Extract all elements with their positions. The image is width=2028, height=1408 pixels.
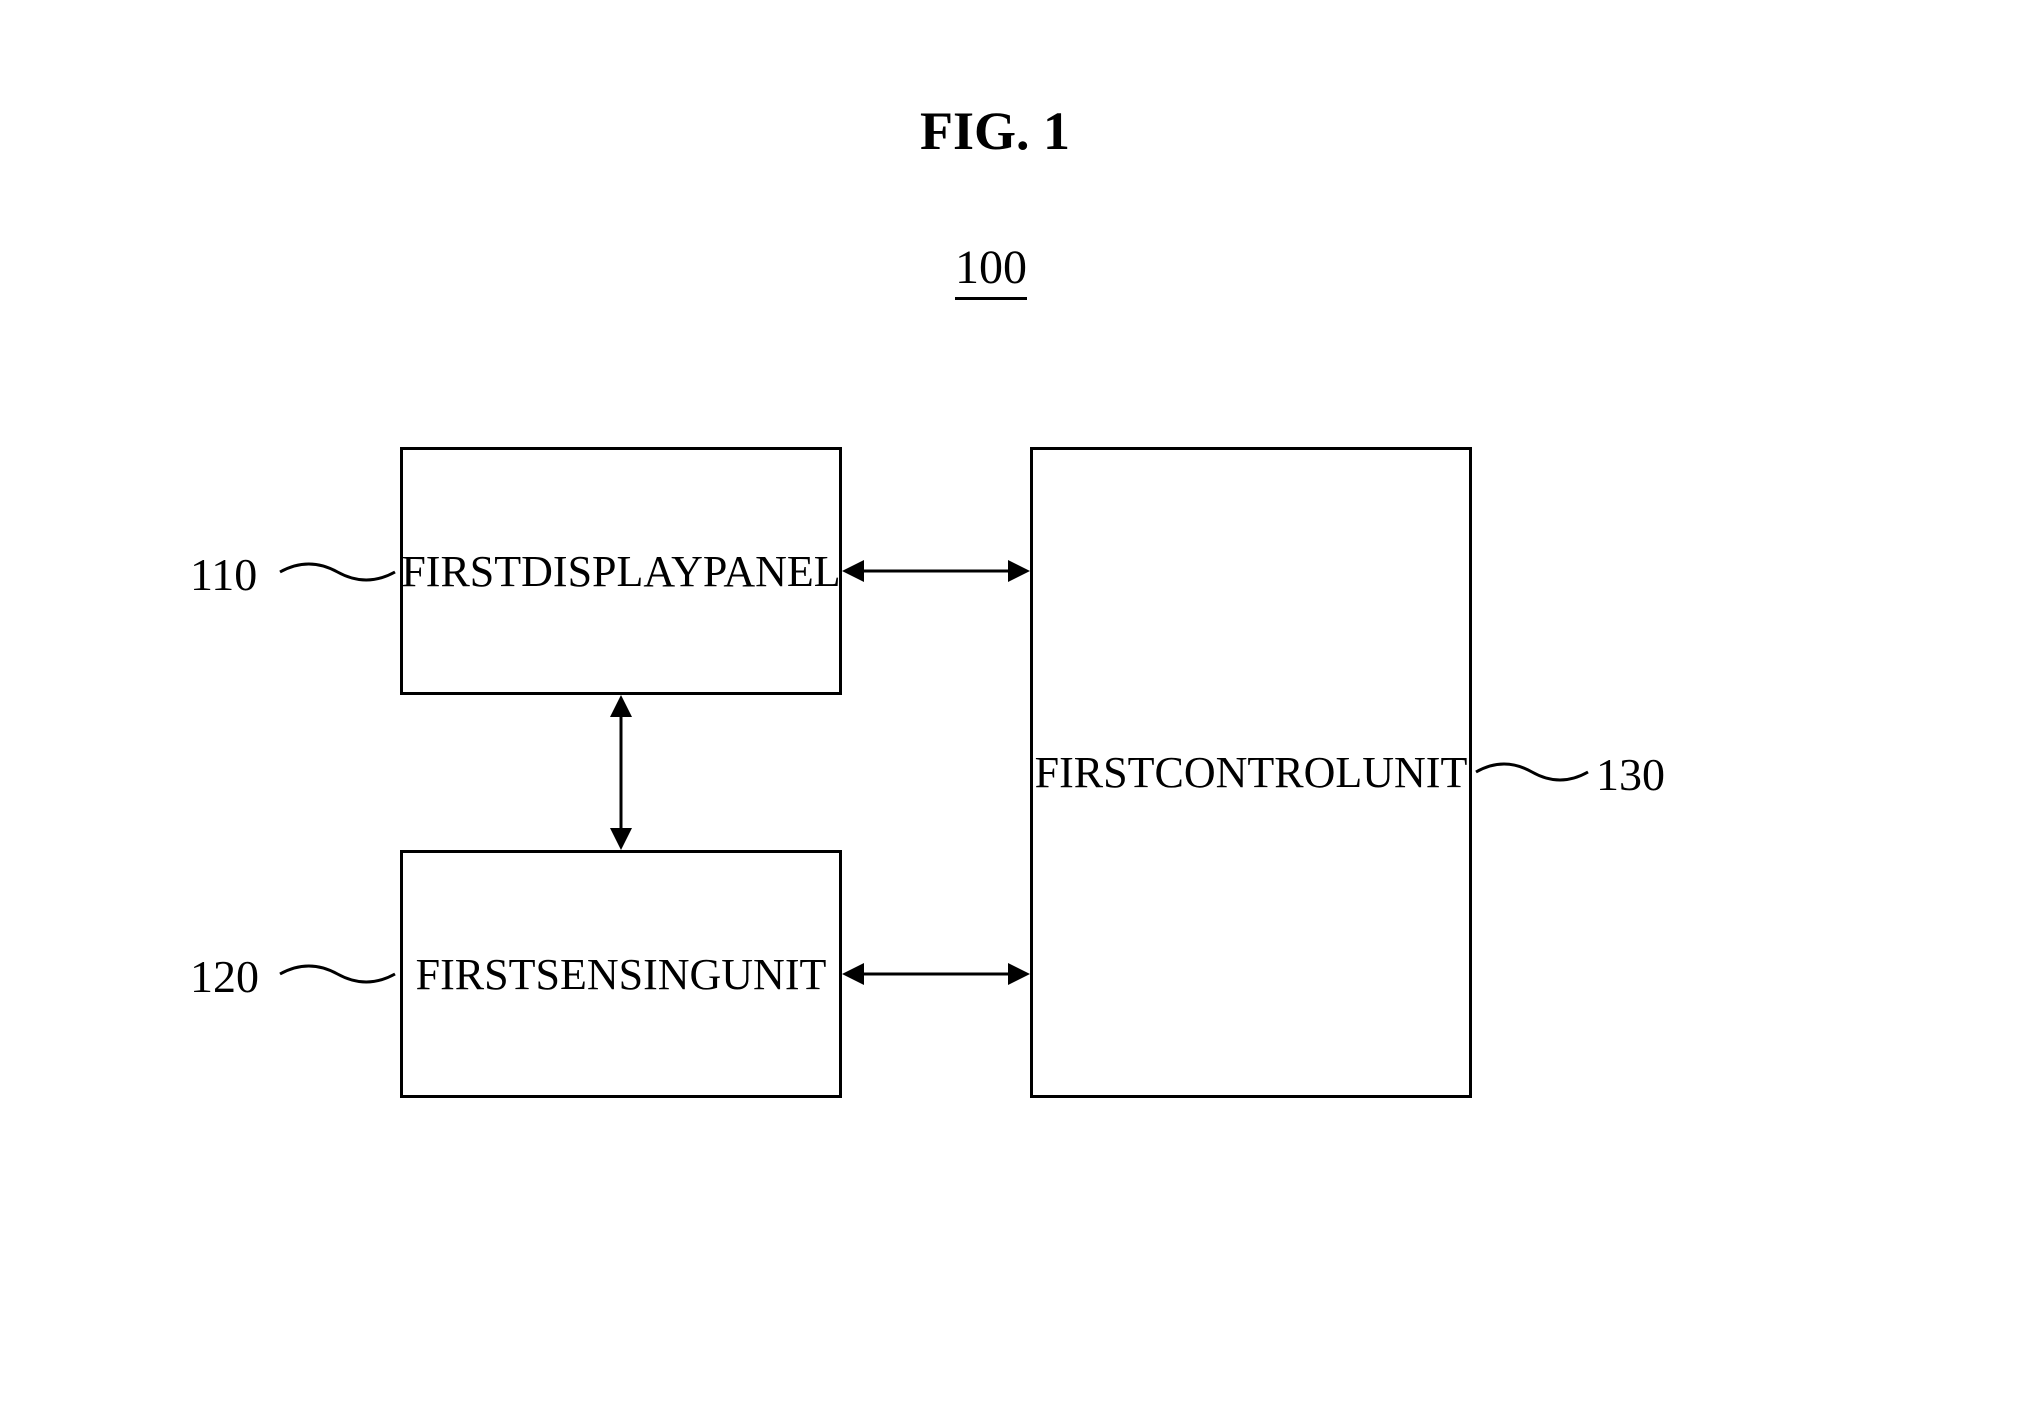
block-text-line: FIRST: [401, 544, 521, 599]
ref-110: 110: [190, 548, 257, 601]
block-text-line: UNIT: [721, 947, 826, 1002]
ref-130: 130: [1596, 748, 1665, 801]
block-first-sensing-unit: FIRSTSENSINGUNIT: [400, 850, 842, 1098]
ref-120: 120: [190, 950, 259, 1003]
block-text-line: SENSING: [535, 947, 721, 1002]
block-text-line: FIRST: [1035, 745, 1155, 800]
figure-main-ref-text: 100: [955, 240, 1027, 300]
block-text-line: CONTROL: [1154, 745, 1362, 800]
diagram-canvas: FIG. 1 100 FIRSTDISPLAYPANEL FIRSTSENSIN…: [0, 0, 2028, 1408]
connector-overlay: [0, 0, 2028, 1408]
block-first-control-unit: FIRSTCONTROLUNIT: [1030, 447, 1472, 1098]
block-text-line: UNIT: [1362, 745, 1467, 800]
figure-main-ref: 100: [955, 240, 1027, 300]
block-first-display-panel: FIRSTDISPLAYPANEL: [400, 447, 842, 695]
figure-title: FIG. 1: [920, 100, 1070, 162]
block-text-line: FIRST: [416, 947, 536, 1002]
block-text-line: DISPLAY: [521, 544, 703, 599]
block-text-line: PANEL: [703, 544, 841, 599]
